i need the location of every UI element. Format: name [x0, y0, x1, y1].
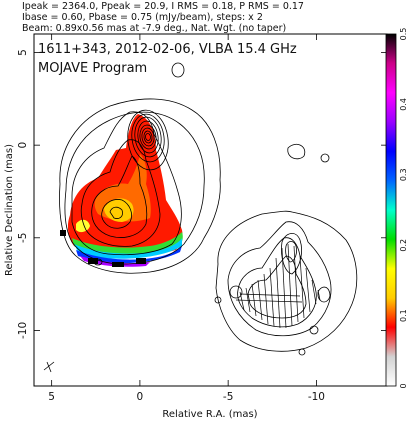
map-area: [59, 62, 358, 356]
colorbar-ticks: 0 0.1 0.2 0.3 0.4 0.5: [399, 28, 408, 389]
plot-title-line-2: MOJAVE Program: [38, 61, 147, 76]
colorbar: 0 0.1 0.2 0.3 0.4 0.5: [385, 28, 408, 389]
header-line-3: Beam: 0.89x0.56 mas at -7.9 deg., Nat. W…: [22, 23, 286, 34]
y-tick-label: 0: [17, 142, 29, 149]
colorbar-tick-label: 0.1: [399, 309, 408, 322]
polarization-vectors: [235, 243, 321, 329]
x-axis: 5 0 -5 -10: [48, 34, 325, 403]
x-axis-label: Relative R.A. (mas): [162, 409, 257, 420]
colorbar-tick-label: 0.5: [399, 28, 408, 41]
y-axis-label: Relative Declination (mas): [4, 144, 15, 276]
y-tick-label: -10: [17, 322, 29, 339]
x-tick-label: -10: [308, 391, 325, 403]
colorbar-tick-label: 0.4: [399, 98, 408, 111]
colorbar-gradient: [385, 33, 397, 387]
y-axis: 5 0 -5 -10: [17, 49, 387, 339]
x-tick-label: 5: [48, 391, 55, 403]
polarization-colormap: [60, 114, 183, 267]
header-line-1: Ipeak = 2364.0, Ppeak = 20.9, I RMS = 0.…: [22, 1, 304, 12]
colorbar-tick-label: 0.2: [399, 239, 408, 252]
y-tick-label: -5: [17, 233, 29, 243]
x-tick-label: -5: [223, 391, 233, 403]
plot-title-line-1: 1611+343, 2012-02-06, VLBA 15.4 GHz: [38, 42, 297, 57]
beam-symbol: [43, 361, 55, 373]
intensity-contours: [59, 62, 358, 356]
y-tick-label: 5: [17, 49, 29, 56]
colorbar-tick-label: 0: [399, 383, 408, 388]
header-line-2: Ibase = 0.60, Pbase = 0.75 (mJy/beam), s…: [22, 12, 263, 23]
x-tick-label: 0: [137, 391, 144, 403]
colorbar-tick-label: 0.3: [399, 168, 408, 181]
